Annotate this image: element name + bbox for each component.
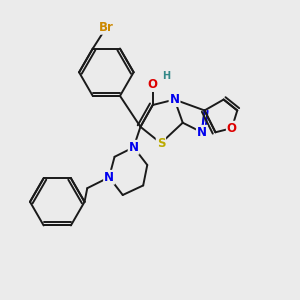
Text: N: N — [197, 126, 207, 139]
Text: N: N — [129, 141, 139, 154]
Text: Br: Br — [99, 21, 114, 34]
Text: H: H — [162, 71, 170, 81]
Text: N: N — [169, 93, 179, 106]
Text: N: N — [104, 171, 114, 184]
Text: S: S — [157, 137, 165, 150]
Text: O: O — [148, 78, 158, 91]
Text: O: O — [227, 122, 237, 135]
